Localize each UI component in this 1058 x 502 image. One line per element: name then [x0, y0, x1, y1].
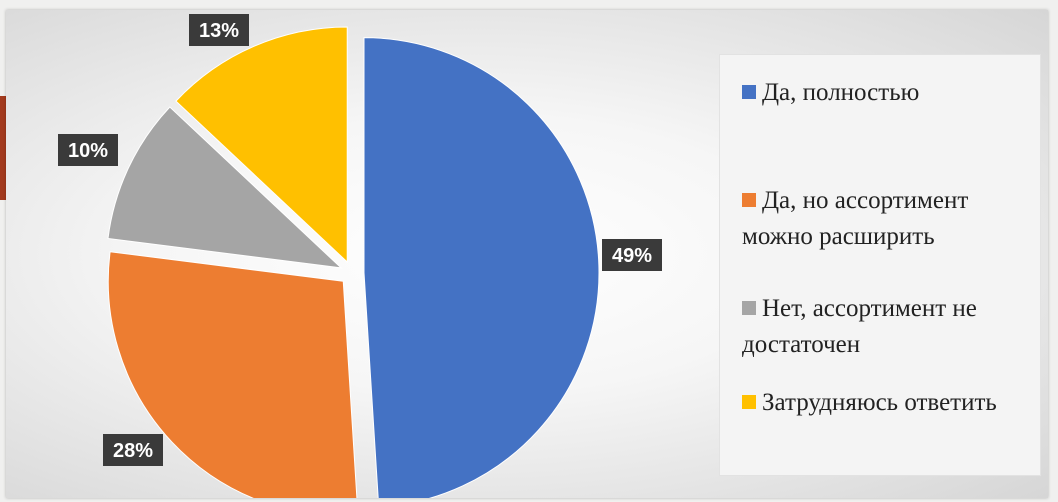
data-label-box — [58, 134, 118, 166]
legend-label: Затрудняюсь ответить — [762, 389, 997, 416]
data-label-text: 13% — [199, 20, 239, 42]
legend-swatch — [742, 395, 756, 409]
legend-item-1: Да, полностью — [742, 75, 1034, 111]
data-label: 10% — [58, 134, 118, 166]
legend-item-4: Затрудняюсь ответить — [742, 385, 1034, 421]
data-label: 49% — [602, 239, 662, 271]
legend-item-2: Да, но ассортимент можно расширить — [742, 183, 1034, 255]
legend-swatch — [742, 193, 756, 207]
pie-chart: 49% 28% 10% 13% — [58, 14, 662, 498]
pie-slice — [107, 251, 358, 498]
data-label: 13% — [189, 14, 249, 46]
slide-accent-bar — [0, 96, 6, 200]
legend-label: Нет, ассортимент не достаточен — [742, 295, 977, 358]
legend-swatch — [742, 85, 756, 99]
pie-slices — [107, 26, 600, 498]
chart-panel: 49% 28% 10% 13% Да, полностью Да, но ассорт… — [6, 10, 1048, 498]
legend-label: Да, но ассортимент можно расширить — [742, 187, 969, 250]
data-label: 28% — [103, 434, 163, 466]
legend-swatch — [742, 301, 756, 315]
data-label-text: 28% — [113, 440, 153, 462]
pie-slice — [175, 26, 348, 264]
legend-label: Да, полностью — [762, 79, 920, 106]
data-label-text: 49% — [612, 245, 652, 267]
pie-data-labels: 49% 28% 10% 13% — [58, 14, 662, 466]
chart-legend: Да, полностью Да, но ассортимент можно р… — [719, 54, 1041, 476]
data-label-text: 10% — [68, 140, 108, 162]
data-label-box — [103, 434, 163, 466]
data-label-box — [602, 239, 662, 271]
legend-item-3: Нет, ассортимент не достаточен — [742, 291, 1034, 363]
data-label-box — [189, 14, 249, 46]
pie-slice — [107, 106, 343, 269]
pie-slice — [363, 37, 600, 498]
